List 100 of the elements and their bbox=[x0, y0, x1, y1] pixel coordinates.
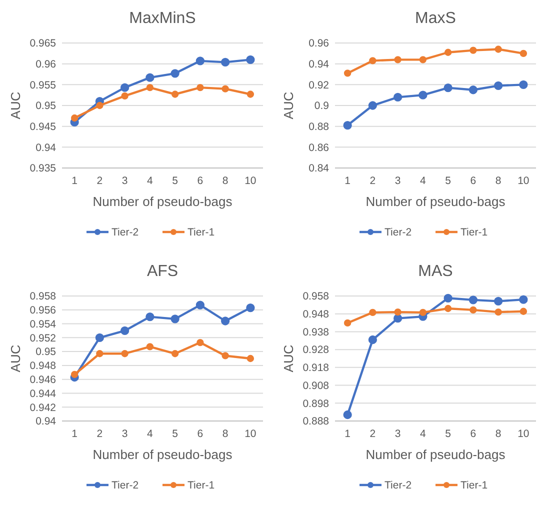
point bbox=[246, 303, 255, 312]
point bbox=[368, 335, 378, 344]
y-tick-label: 0.956 bbox=[30, 304, 56, 317]
y-tick-label: 0.94 bbox=[36, 142, 56, 154]
x-tick-label: 2 bbox=[96, 175, 103, 187]
x-tick-label: 4 bbox=[147, 428, 154, 440]
point bbox=[369, 57, 376, 64]
x-tick-label: 4 bbox=[147, 175, 154, 187]
x-axis-title: Number of pseudo-bags bbox=[366, 194, 506, 209]
y-tick-label: 0.965 bbox=[30, 38, 56, 50]
x-tick-label: 8 bbox=[495, 428, 502, 440]
point bbox=[246, 90, 254, 98]
y-tick-label: 0.945 bbox=[30, 121, 56, 134]
y-tick-label: 0.918 bbox=[302, 362, 330, 374]
point bbox=[494, 46, 502, 53]
point bbox=[196, 56, 205, 66]
point bbox=[444, 48, 452, 56]
point bbox=[470, 306, 477, 314]
y-axis-title: AUC bbox=[281, 344, 296, 372]
x-tick-label: 8 bbox=[222, 175, 228, 187]
point bbox=[171, 90, 179, 98]
x-tick-label: 5 bbox=[445, 175, 452, 187]
point bbox=[494, 81, 503, 90]
point bbox=[220, 316, 230, 326]
x-tick-label: 10 bbox=[518, 175, 530, 187]
legend-label: Tier-1 bbox=[188, 480, 215, 492]
y-tick-label: 0.942 bbox=[30, 402, 56, 414]
x-tick-label: 10 bbox=[244, 175, 256, 187]
legend-label: Tier-2 bbox=[112, 480, 139, 492]
point bbox=[196, 84, 204, 92]
point bbox=[468, 86, 478, 94]
y-tick-label: 0.938 bbox=[302, 326, 330, 338]
point bbox=[170, 69, 180, 78]
y-tick-label: 0.948 bbox=[302, 308, 330, 321]
point bbox=[246, 354, 254, 362]
x-tick-label: 5 bbox=[172, 175, 178, 187]
point bbox=[470, 46, 477, 54]
y-tick-label: 0.88 bbox=[308, 121, 330, 134]
y-tick-label: 0.898 bbox=[302, 398, 330, 410]
point bbox=[146, 73, 154, 82]
point bbox=[146, 343, 154, 350]
x-tick-label: 4 bbox=[420, 428, 426, 440]
point bbox=[344, 70, 352, 77]
point bbox=[220, 58, 230, 66]
legend-label: Tier-2 bbox=[384, 226, 412, 239]
point bbox=[519, 80, 528, 89]
point bbox=[120, 326, 130, 336]
y-tick-label: 0.92 bbox=[308, 79, 330, 92]
x-tick-label: 6 bbox=[470, 428, 476, 440]
point bbox=[121, 350, 128, 358]
point bbox=[520, 50, 528, 57]
y-tick-label: 0.95 bbox=[36, 100, 56, 112]
chart-title: MAS bbox=[418, 263, 453, 280]
point bbox=[196, 338, 204, 346]
y-tick-label: 0.96 bbox=[36, 58, 56, 71]
y-axis-title: AUC bbox=[8, 92, 23, 120]
y-tick-label: 0.84 bbox=[308, 162, 330, 175]
point bbox=[444, 294, 452, 302]
legend-label: Tier-1 bbox=[188, 226, 215, 239]
point bbox=[120, 83, 130, 92]
y-tick-label: 0.888 bbox=[302, 416, 330, 428]
point bbox=[170, 314, 180, 324]
point bbox=[146, 84, 154, 92]
point bbox=[519, 295, 528, 304]
point bbox=[393, 92, 402, 102]
x-tick-label: 2 bbox=[370, 175, 376, 187]
y-tick-label: 0.935 bbox=[30, 162, 56, 175]
y-tick-label: 0.95 bbox=[36, 346, 56, 358]
point bbox=[70, 114, 78, 122]
x-tick-label: 1 bbox=[344, 175, 351, 187]
point bbox=[393, 314, 402, 323]
point bbox=[96, 350, 104, 358]
y-tick-label: 0.954 bbox=[30, 318, 56, 330]
point bbox=[343, 410, 352, 420]
point bbox=[146, 312, 154, 322]
x-tick-label: 2 bbox=[370, 428, 376, 440]
y-axis-title: AUC bbox=[281, 92, 296, 120]
x-axis-title: Number of pseudo-bags bbox=[366, 447, 506, 462]
y-tick-label: 0.86 bbox=[308, 142, 330, 154]
point bbox=[121, 92, 128, 100]
x-tick-label: 3 bbox=[394, 428, 401, 440]
point bbox=[394, 308, 402, 316]
x-tick-label: 2 bbox=[96, 428, 103, 440]
point bbox=[70, 370, 78, 378]
x-tick-label: 10 bbox=[244, 428, 256, 440]
legend-label: Tier-2 bbox=[112, 226, 139, 239]
point bbox=[444, 83, 452, 92]
legend-label: Tier-2 bbox=[384, 480, 412, 492]
point bbox=[343, 120, 352, 130]
y-tick-label: 0.952 bbox=[30, 332, 56, 344]
chart-title: MaxS bbox=[415, 10, 456, 27]
y-tick-label: 0.928 bbox=[302, 344, 330, 356]
y-tick-label: 0.908 bbox=[302, 380, 330, 392]
point bbox=[468, 296, 478, 304]
point bbox=[444, 304, 452, 312]
point bbox=[96, 102, 104, 110]
point bbox=[222, 352, 229, 360]
point bbox=[196, 300, 205, 310]
point bbox=[418, 90, 428, 100]
x-tick-label: 3 bbox=[122, 175, 128, 187]
